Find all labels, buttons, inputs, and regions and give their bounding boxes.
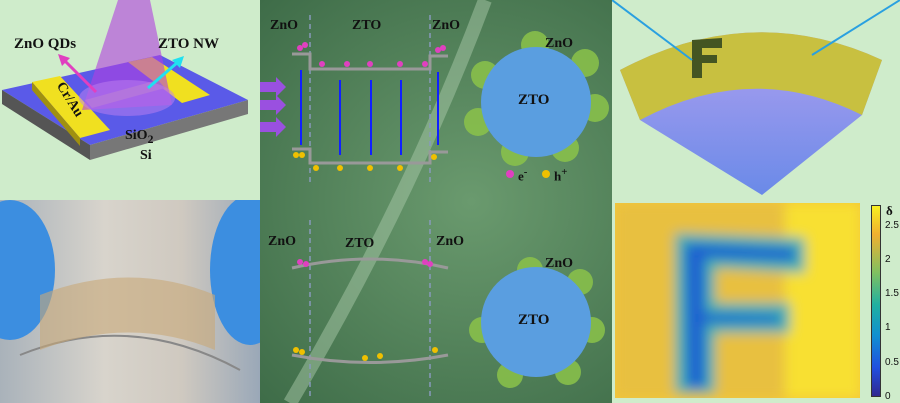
colorbar: [871, 205, 881, 397]
oxide-subscript: 2: [147, 132, 154, 146]
colorbar-tick-label: 1.5: [885, 288, 899, 300]
colorbar-tick-label: 0.5: [885, 356, 899, 368]
sphere-dark-core-label: ZTO: [518, 312, 550, 328]
colorbar-tick-label: 1: [885, 322, 891, 334]
sphere-dark-shell-label: ZnO: [545, 256, 574, 271]
hole-sup: +: [561, 166, 568, 178]
electron-legend-label: e-: [518, 166, 527, 184]
band-light-left-label: ZnO: [270, 18, 299, 33]
electron-text: e: [518, 168, 524, 184]
colorbar-tick-label: 2.5: [885, 219, 899, 231]
response-heatmap: [615, 203, 860, 398]
device-drawing: [2, 0, 248, 160]
flexible-device-photo: [0, 200, 260, 403]
band-edge-dark-bottom: [291, 353, 449, 364]
hole-legend-dot: [542, 170, 550, 178]
electron-legend-dot: [506, 170, 514, 178]
band-light-center-label: ZTO: [352, 18, 382, 33]
excitation-arrows: [300, 70, 439, 155]
zno-qds-label: ZnO QDs: [14, 36, 77, 52]
band-diagram-panel: ZnO ZTO ZnO ZnO ZTO e- h+ ZnO ZTO ZnO Zn…: [260, 0, 612, 403]
colorbar-tick-label: 2: [885, 253, 891, 265]
curved-array-render: [612, 0, 900, 200]
band-light-right-label: ZnO: [432, 18, 461, 33]
light-arrows: [260, 77, 286, 137]
band-dark-left-label: ZnO: [268, 234, 297, 249]
oxide-text: SiO: [125, 128, 148, 143]
hole-legend-label: h+: [554, 166, 567, 184]
electron-sup: -: [523, 166, 528, 178]
band-dark-right-label: ZnO: [436, 234, 465, 249]
nanowire-image: [283, 0, 492, 403]
substrate-label: Si: [140, 148, 152, 163]
band-dark-center-label: ZTO: [345, 236, 375, 251]
sphere-light: [464, 31, 609, 166]
heatmap-f-pattern: [615, 203, 860, 398]
colorbar-tick-label: 0: [885, 391, 891, 402]
sphere-light-shell-label: ZnO: [545, 36, 574, 51]
sphere-dark: [469, 257, 605, 388]
sensor-array: [40, 277, 215, 350]
hole-text: h: [554, 168, 562, 184]
colorbar-title: δ: [886, 203, 893, 218]
glove-right: [210, 200, 260, 345]
band-edges-light: [292, 52, 448, 165]
sphere-light-core-label: ZTO: [518, 92, 550, 108]
letter-f: [692, 38, 722, 78]
device-schematic: ZnO QDs ZTO NW Cr/Au SiO2 Si: [0, 0, 260, 200]
zto-nw-label: ZTO NW: [158, 36, 219, 52]
oxide-label: SiO2: [125, 128, 153, 146]
